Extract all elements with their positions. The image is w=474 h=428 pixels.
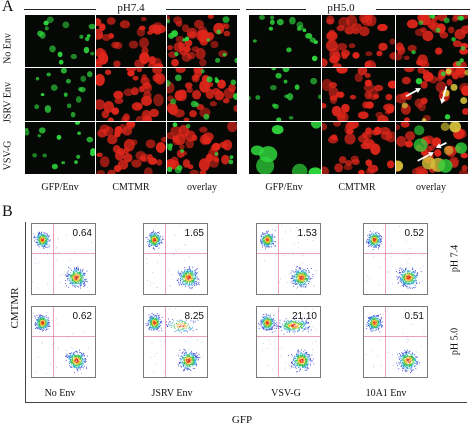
ph50-header: pH5.0 (327, 2, 355, 14)
micrograph-jsrv-env-gfp-ph74 (25, 68, 95, 121)
micrograph-vsv-g-gfp-ph74 (25, 122, 95, 174)
facs-plot-jsrv-env-ph74: 1.65 (143, 223, 208, 295)
panel-a-row-label-no-env: No Env (2, 33, 14, 64)
facs-value-no-env-ph74: 0.64 (72, 228, 92, 239)
micrograph-jsrv-env-overlay-ph74 (167, 68, 237, 121)
panel-a-col-label-gfp-ph50: GFP/Env (265, 182, 303, 193)
arrow-head-icon (435, 143, 442, 149)
panel-a-col-label-cmtmr-ph50: CMTMR (338, 182, 376, 193)
micrograph-jsrv-env-cmtmr-ph74 (96, 68, 166, 121)
panel-b-col-label-vsv-g: VSV-G (271, 388, 301, 399)
facs-plot-no-env-ph74: 0.64 (31, 223, 96, 295)
panel-a-col-label-overlay-ph74: overlay (187, 182, 217, 193)
micrograph-no-env-gfp-ph74 (25, 15, 95, 67)
micrograph-jsrv-env-gfp-ph50 (249, 68, 321, 121)
facs-plot-no-env-ph50: 0.62 (31, 306, 96, 378)
panel-a-letter: A (2, 0, 14, 15)
panel-b-y-axis-line (25, 222, 26, 402)
micrograph-no-env-overlay-ph74 (167, 15, 237, 67)
ph50-header-line-left (246, 9, 306, 10)
arrow-head-icon (440, 98, 446, 104)
ph74-header: pH7.4 (117, 2, 145, 14)
facs-plot-10a1-env-ph50: 0.51 (363, 306, 428, 378)
panel-b-col-label-10a1-env: 10A1 Env (365, 388, 407, 399)
ph74-header-line-left (24, 9, 96, 10)
facs-plot-vsv-g-ph50: 21.10 (256, 306, 321, 378)
panel-b-y-axis-label: CMTMR (9, 287, 21, 329)
panel-a-col-label-overlay-ph50: overlay (416, 182, 446, 193)
panel-b-col-label-no-env: No Env (44, 388, 76, 399)
panel-b-row-label-ph74: pH 7.4 (449, 244, 461, 273)
facs-plot-vsv-g-ph74: 1.53 (256, 223, 321, 295)
panel-b-col-label-jsrv-env: JSRV Env (151, 388, 193, 399)
facs-plot-10a1-env-ph74: 0.52 (363, 223, 428, 295)
facs-value-10a1-env-ph74: 0.52 (404, 228, 424, 239)
panel-a-row-label-jsrv-env: JSRV Env (2, 82, 14, 123)
micrograph-vsv-g-cmtmr-ph50 (322, 122, 395, 174)
micrograph-jsrv-env-cmtmr-ph50 (322, 68, 395, 121)
panel-b-x-axis-label: GFP (231, 414, 253, 426)
panel-b-letter: B (2, 203, 13, 220)
micrograph-vsv-g-cmtmr-ph74 (96, 122, 166, 174)
ph74-header-line-right (166, 9, 240, 10)
micrograph-no-env-cmtmr-ph74 (96, 15, 166, 67)
micrograph-vsv-g-overlay-ph74 (167, 122, 237, 174)
panel-b-row-label-ph50: pH 5.0 (449, 327, 461, 356)
facs-value-10a1-env-ph50: 0.51 (404, 311, 424, 322)
micrograph-no-env-cmtmr-ph50 (322, 15, 395, 67)
facs-plot-jsrv-env-ph50: 8.25 (143, 306, 208, 378)
micrograph-vsv-g-overlay-ph50 (396, 122, 468, 174)
facs-value-jsrv-env-ph74: 1.65 (184, 228, 204, 239)
facs-value-no-env-ph50: 0.62 (72, 311, 92, 322)
facs-value-vsv-g-ph50: 21.10 (291, 311, 317, 322)
micrograph-no-env-gfp-ph50 (249, 15, 321, 67)
panel-b-x-axis-line (25, 402, 467, 403)
panel-a-row-label-vsv-g: VSV-G (2, 140, 14, 171)
arrow-head-icon (415, 88, 421, 94)
arrow-head-icon (428, 152, 434, 157)
panel-a-col-label-gfp-ph74: GFP/Env (41, 182, 79, 193)
micrograph-jsrv-env-overlay-ph50 (396, 68, 468, 121)
micrograph-no-env-overlay-ph50 (396, 15, 468, 67)
panel-a-col-label-cmtmr-ph74: CMTMR (112, 182, 150, 193)
facs-value-jsrv-env-ph50: 8.25 (184, 311, 204, 322)
ph50-header-line-right (376, 9, 470, 10)
facs-value-vsv-g-ph74: 1.53 (297, 228, 317, 239)
micrograph-vsv-g-gfp-ph50 (249, 122, 321, 174)
